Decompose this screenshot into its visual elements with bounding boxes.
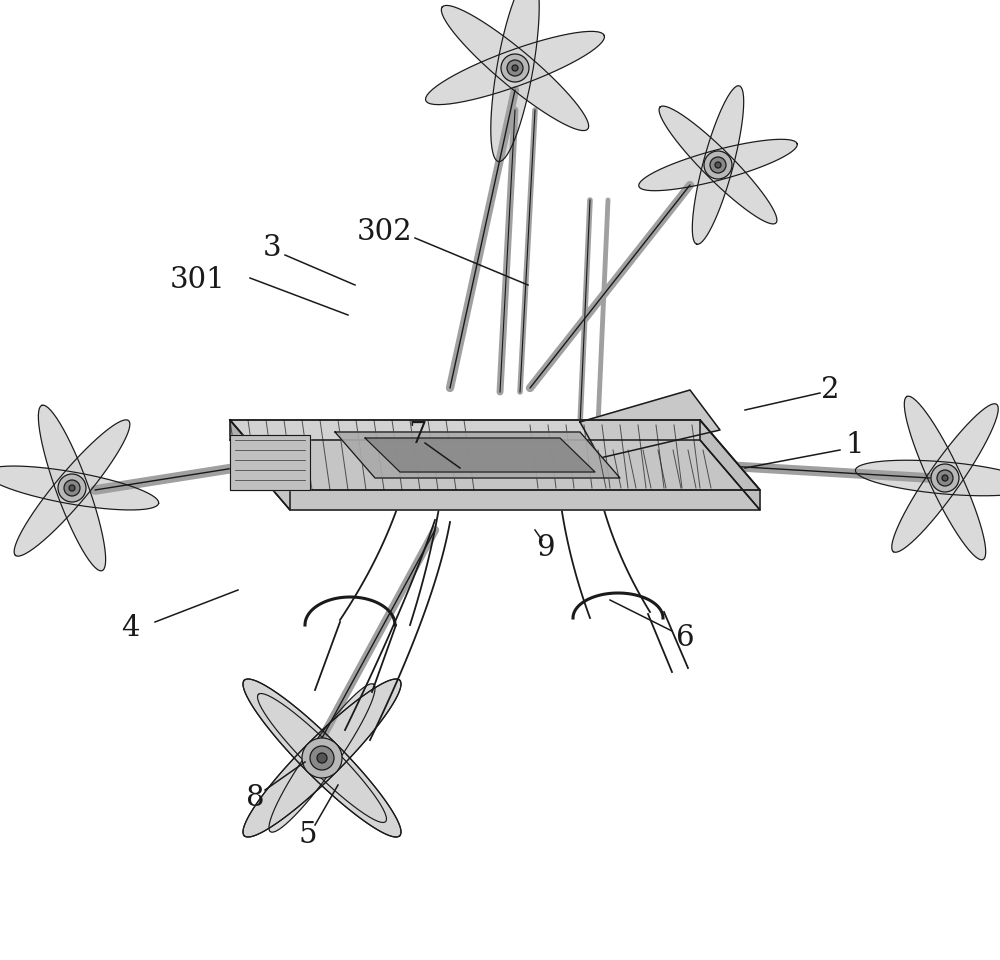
Text: 3: 3 xyxy=(263,234,281,262)
Text: 302: 302 xyxy=(357,218,413,246)
Text: 1: 1 xyxy=(846,431,864,459)
Text: 9: 9 xyxy=(536,534,554,562)
Polygon shape xyxy=(14,420,130,556)
Text: 301: 301 xyxy=(170,266,226,294)
Polygon shape xyxy=(700,420,760,510)
Text: 2: 2 xyxy=(821,376,839,404)
Circle shape xyxy=(512,65,518,71)
Polygon shape xyxy=(692,85,744,244)
Polygon shape xyxy=(426,32,604,105)
Polygon shape xyxy=(491,0,539,161)
Polygon shape xyxy=(243,679,401,837)
Polygon shape xyxy=(243,679,401,837)
Circle shape xyxy=(501,54,529,82)
Polygon shape xyxy=(243,679,401,837)
Polygon shape xyxy=(335,432,620,478)
Polygon shape xyxy=(230,420,290,510)
Polygon shape xyxy=(243,679,401,837)
Circle shape xyxy=(931,464,959,492)
Polygon shape xyxy=(639,139,797,191)
Text: 6: 6 xyxy=(676,624,694,652)
Polygon shape xyxy=(230,420,760,490)
Polygon shape xyxy=(855,460,1000,495)
Polygon shape xyxy=(892,404,998,552)
Circle shape xyxy=(942,475,948,481)
Circle shape xyxy=(302,738,342,778)
Polygon shape xyxy=(441,6,589,131)
Polygon shape xyxy=(258,693,387,823)
Polygon shape xyxy=(230,435,310,490)
Polygon shape xyxy=(659,107,777,224)
Circle shape xyxy=(58,474,86,502)
Polygon shape xyxy=(230,440,760,510)
Polygon shape xyxy=(904,396,986,560)
Text: 8: 8 xyxy=(246,784,264,812)
Polygon shape xyxy=(0,466,159,510)
Circle shape xyxy=(310,746,334,770)
Polygon shape xyxy=(365,438,595,472)
Circle shape xyxy=(64,480,80,496)
Circle shape xyxy=(507,60,523,76)
Polygon shape xyxy=(38,405,106,571)
Circle shape xyxy=(937,470,953,486)
Text: 4: 4 xyxy=(121,614,139,642)
Circle shape xyxy=(317,753,327,763)
Circle shape xyxy=(69,485,75,491)
Circle shape xyxy=(715,162,721,168)
Polygon shape xyxy=(580,390,720,458)
Circle shape xyxy=(710,157,726,173)
Polygon shape xyxy=(269,684,375,832)
Circle shape xyxy=(704,151,732,179)
Text: 5: 5 xyxy=(299,821,317,849)
Text: 7: 7 xyxy=(409,421,427,449)
